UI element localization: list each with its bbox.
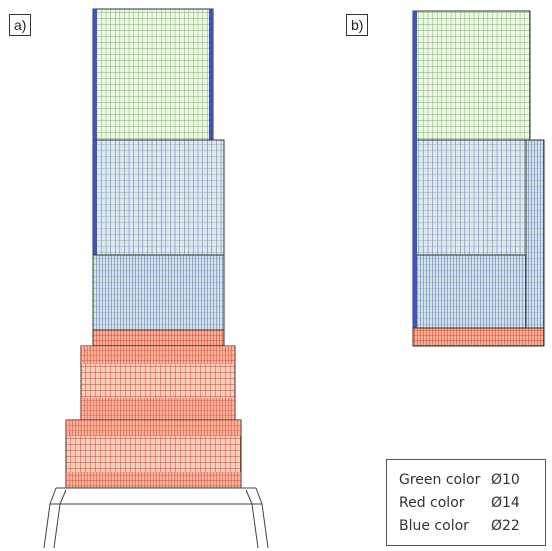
- panel-a-top-tower-left-edge: [93, 9, 97, 140]
- panel-a-top-tower: [92, 8, 214, 141]
- panel-a-podium-step-1-band-low: [81, 398, 235, 420]
- legend-row-green: Green color Ø10: [399, 468, 535, 491]
- legend-value: Ø10: [491, 471, 520, 488]
- panel-a-podium-step-1-band: [81, 346, 235, 364]
- panel-b-top-tower: [412, 10, 531, 141]
- panel-b-left-edge: [413, 11, 417, 328]
- panel-b-lower-blue-band: [412, 254, 531, 329]
- legend-name: Green color: [399, 471, 481, 488]
- legend-name: Blue color: [399, 517, 469, 534]
- legend-name: Red color: [399, 494, 465, 511]
- legend-row-red: Red color Ø14: [399, 491, 535, 514]
- panel-b-side-column: [525, 139, 545, 329]
- panel-a-mid-tower-left-edge: [93, 140, 97, 330]
- panel-b-red-band: [412, 327, 545, 347]
- legend-value: Ø22: [491, 517, 520, 534]
- panel-a-foundation: [43, 487, 269, 549]
- legend: Green color Ø10 Red color Ø14 Blue color…: [386, 459, 546, 546]
- panel-b-mid-tower: [412, 139, 531, 256]
- panel-a-structure: [43, 8, 269, 549]
- legend-row-blue: Blue color Ø22: [399, 514, 535, 537]
- panel-a-lower-blue-band: [92, 254, 225, 331]
- panel-a-red-band-top: [92, 329, 225, 347]
- panel-a-mid-tower: [92, 139, 225, 256]
- panel-a-podium-step-2-band: [66, 420, 241, 436]
- panel-a-top-tower-right-edge: [209, 9, 213, 140]
- panel-b-structure: [412, 10, 545, 347]
- legend-value: Ø14: [491, 494, 520, 511]
- panel-a-label: a): [9, 14, 32, 36]
- panel-b-label: b): [346, 14, 369, 36]
- panel-a-podium-step-2-band-low: [66, 472, 241, 488]
